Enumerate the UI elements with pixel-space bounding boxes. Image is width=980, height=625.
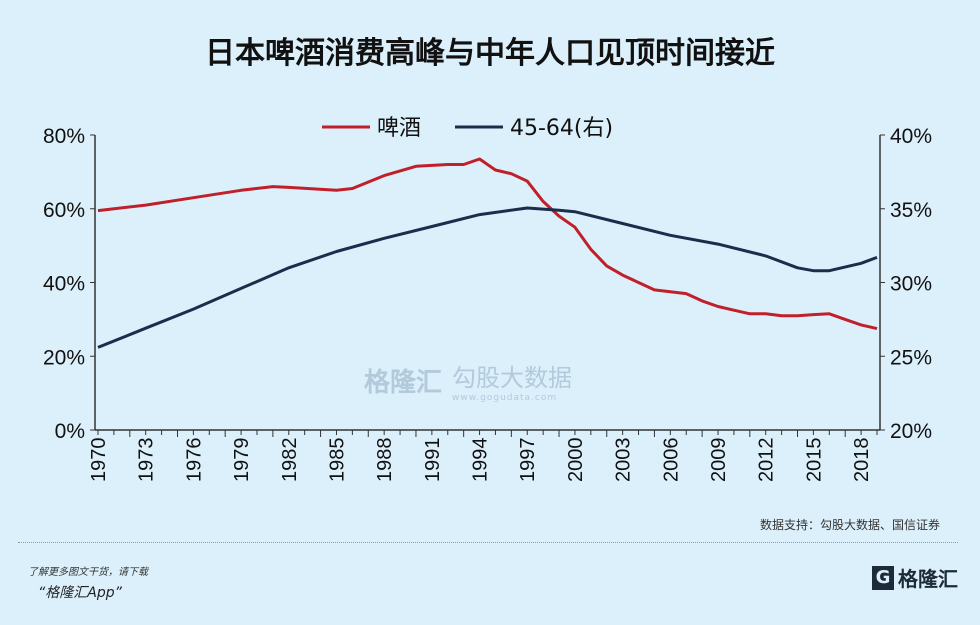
x-tick-label: 1976 xyxy=(183,438,205,483)
series-line-beer xyxy=(97,157,878,331)
legend-label: 45-64(右) xyxy=(510,116,613,141)
right-tick-label: 35% xyxy=(890,199,932,222)
x-tick-label: 1991 xyxy=(422,438,444,483)
x-tick-label: 1994 xyxy=(470,438,492,483)
logo-g-icon: G xyxy=(872,565,894,590)
x-tick-label: 1997 xyxy=(517,438,539,483)
watermark-brand: 格隆汇 xyxy=(364,368,443,398)
watermark-url: www.gogudata.com xyxy=(452,393,558,403)
promo-app: “格隆汇App” xyxy=(38,585,122,601)
source-note: 数据支持：勾股大数据、国信证券 xyxy=(759,518,940,532)
logo: G 格隆汇 xyxy=(872,563,958,592)
x-tick-label: 2018 xyxy=(851,438,873,483)
x-tick-label: 2006 xyxy=(660,438,682,483)
x-tick-label: 1970 xyxy=(88,438,110,483)
legend-label: 啤酒 xyxy=(377,116,421,141)
watermark-data-brand: 勾股大数据 xyxy=(452,364,573,392)
right-tick-label: 40% xyxy=(890,125,932,148)
watermark: 格隆汇 勾股大数据 www.gogudata.com xyxy=(364,358,572,403)
x-tick-label: 1973 xyxy=(136,438,158,483)
x-tick-label: 1985 xyxy=(326,438,348,483)
left-tick-label: 60% xyxy=(43,199,85,222)
left-tick-label: 20% xyxy=(43,346,85,369)
watermark-data: 勾股大数据 www.gogudata.com xyxy=(452,358,572,403)
x-tick-label: 1982 xyxy=(279,438,301,483)
chart-title: 日本啤酒消费高峰与中年人口见顶时间接近 xyxy=(205,36,775,71)
right-tick-label: 30% xyxy=(890,273,932,296)
x-tick-label: 2012 xyxy=(756,438,778,483)
left-tick-label: 0% xyxy=(55,420,85,443)
x-tick-label: 1988 xyxy=(374,438,396,483)
x-tick-label: 2000 xyxy=(565,438,587,483)
x-tick-label: 2009 xyxy=(708,438,730,483)
right-tick-label: 25% xyxy=(890,346,932,369)
right-tick-label: 20% xyxy=(890,420,932,443)
left-tick-label: 40% xyxy=(43,273,85,296)
logo-text: 格隆汇 xyxy=(898,567,958,591)
x-tick-label: 1979 xyxy=(231,438,253,483)
series-line-pop-45-64 xyxy=(97,206,878,349)
divider xyxy=(18,542,958,543)
left-tick-label: 80% xyxy=(43,125,85,148)
x-tick-label: 2003 xyxy=(613,438,635,483)
promo-text: 了解更多图文干货，请下载 xyxy=(28,567,148,578)
x-tick-label: 2015 xyxy=(803,438,825,483)
